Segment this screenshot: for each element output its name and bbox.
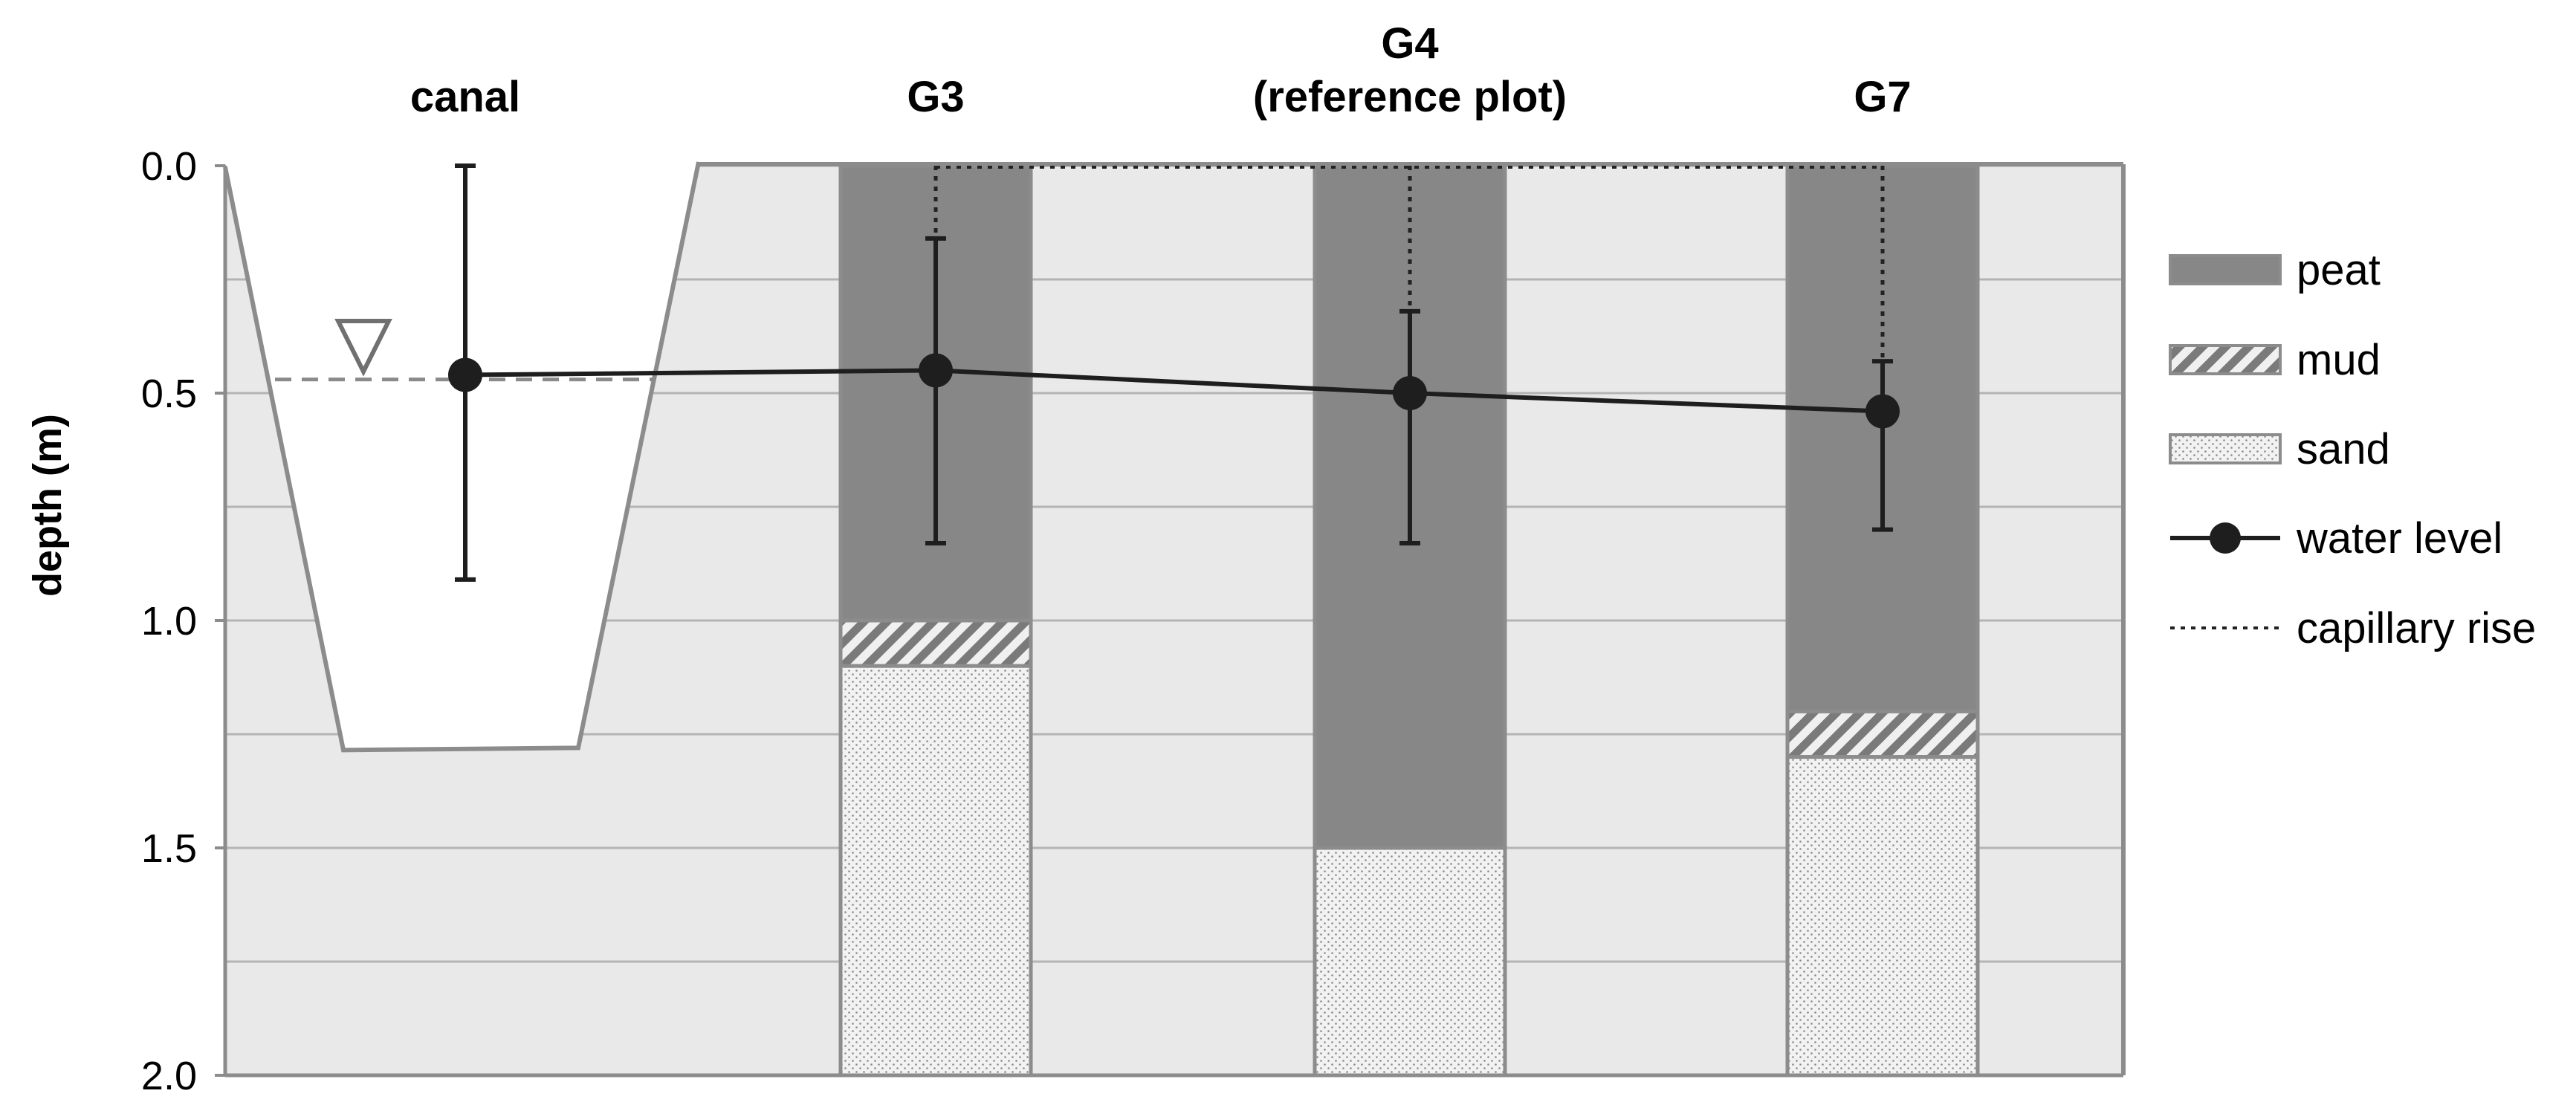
g7-column-label: G7 xyxy=(1854,73,1911,121)
g7-water-level-point xyxy=(1865,394,1900,429)
canal-cross-section xyxy=(225,162,699,751)
g4-column-label: G4 xyxy=(1381,19,1438,68)
legend-peat-swatch xyxy=(2169,254,2282,285)
y-tick-label: 1.0 xyxy=(141,599,197,644)
g4-sand-layer xyxy=(1313,846,1507,1078)
legend-sand-swatch xyxy=(2169,433,2282,464)
y-axis-title: depth (m) xyxy=(25,414,70,597)
g4-column-label: (reference plot) xyxy=(1253,73,1567,121)
canal-water-level-point xyxy=(448,357,482,392)
g7-mud-layer xyxy=(1785,709,1980,759)
legend-capillary-rise-label: capillary rise xyxy=(2297,604,2536,652)
legend-water-level-label: water level xyxy=(2296,514,2502,563)
canal-column-label: canal xyxy=(410,73,520,121)
g3-column-label: G3 xyxy=(907,73,964,121)
legend-water-level-marker xyxy=(2210,522,2241,554)
y-tick-label: 1.5 xyxy=(141,826,197,871)
legend-mud-label: mud xyxy=(2297,336,2381,384)
g7-sand-layer xyxy=(1785,755,1980,1078)
g3-sand-layer xyxy=(838,664,1033,1078)
legend-peat-label: peat xyxy=(2297,246,2381,294)
y-tick-label: 0.0 xyxy=(141,144,197,189)
g3-mud-layer xyxy=(838,618,1033,668)
water-level-line xyxy=(465,368,1883,414)
y-tick-label: 0.5 xyxy=(141,372,197,416)
g4-water-level-point xyxy=(1393,376,1427,410)
legend-mud-swatch xyxy=(2169,344,2282,375)
y-tick-label: 2.0 xyxy=(141,1054,197,1098)
canal-outline xyxy=(223,161,701,753)
g3-water-level-point xyxy=(919,353,953,388)
legend-sand-label: sand xyxy=(2297,425,2390,473)
water-surface-icon xyxy=(334,319,392,377)
